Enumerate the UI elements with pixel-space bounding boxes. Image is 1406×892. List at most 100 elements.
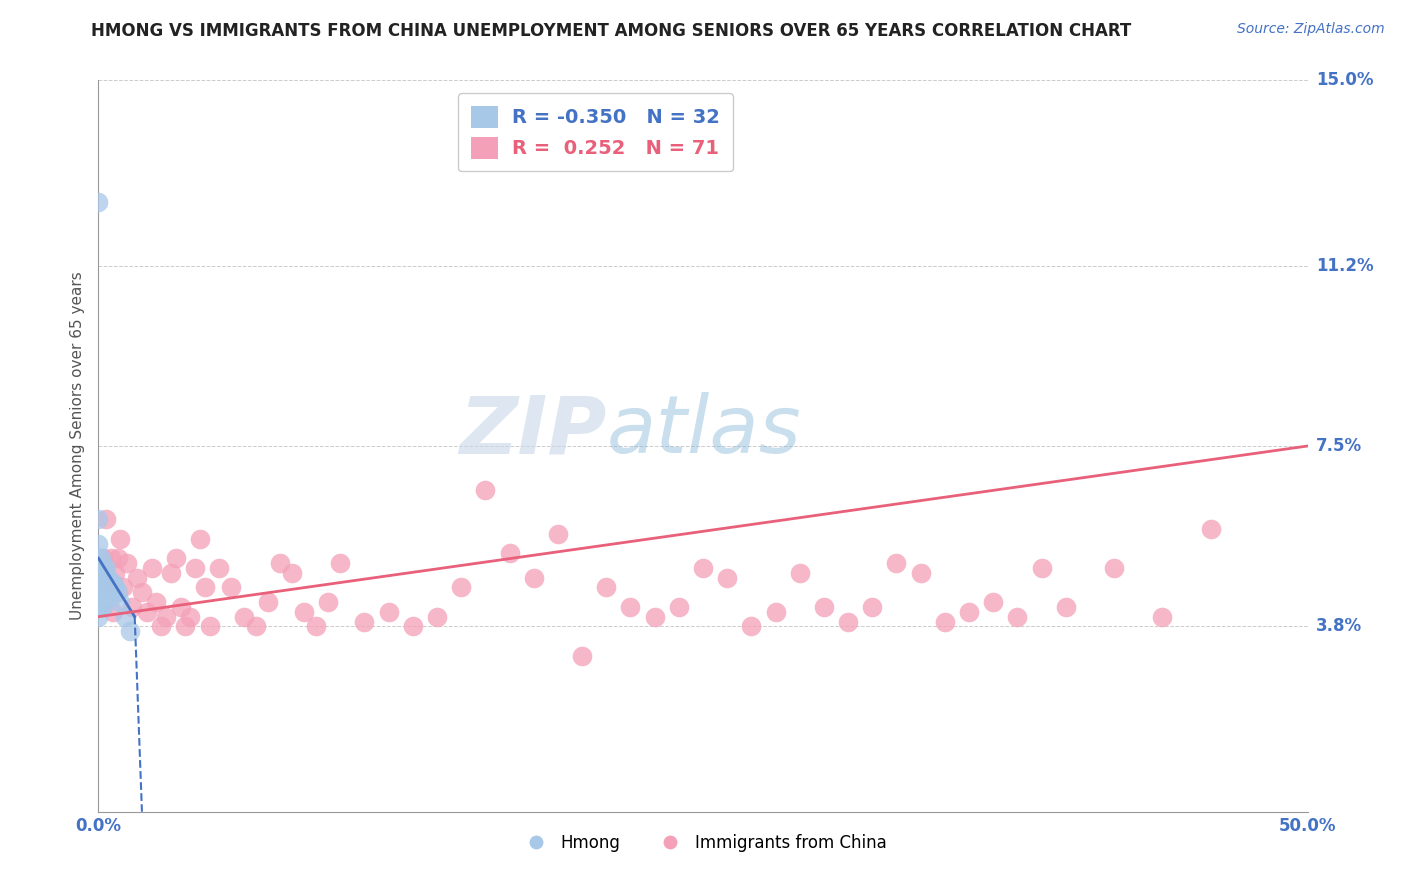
Point: [292, 605, 315, 619]
Point: [789, 566, 811, 580]
Point: [87, 551, 110, 566]
Point: [174, 619, 197, 633]
Point: [426, 609, 449, 624]
Point: [765, 605, 787, 619]
Y-axis label: Unemployment Among Seniors over 65 years: Unemployment Among Seniors over 65 years: [70, 272, 86, 620]
Text: ZIP: ZIP: [458, 392, 606, 470]
Point: [160, 566, 183, 580]
Point: [90, 581, 112, 595]
Point: [740, 619, 762, 633]
Point: [90, 566, 112, 580]
Point: [523, 571, 546, 585]
Point: [256, 595, 278, 609]
Point: [716, 571, 738, 585]
Point: [474, 483, 496, 497]
Point: [1152, 609, 1174, 624]
Point: [353, 615, 375, 629]
Point: [87, 609, 110, 624]
Point: [87, 512, 110, 526]
Point: [245, 619, 267, 633]
Point: [87, 536, 110, 550]
Point: [94, 590, 117, 604]
Point: [104, 566, 127, 580]
Point: [198, 619, 221, 633]
Point: [316, 595, 339, 609]
Point: [169, 599, 191, 614]
Point: [91, 590, 114, 604]
Point: [90, 590, 112, 604]
Point: [87, 599, 110, 614]
Point: [1102, 561, 1125, 575]
Point: [498, 546, 520, 560]
Point: [837, 615, 859, 629]
Point: [91, 551, 114, 566]
Point: [131, 585, 153, 599]
Point: [155, 609, 177, 624]
Point: [269, 556, 291, 570]
Point: [329, 556, 352, 570]
Point: [97, 575, 120, 590]
Point: [87, 195, 110, 210]
Point: [305, 619, 328, 633]
Point: [90, 599, 112, 614]
Point: [860, 599, 883, 614]
Point: [127, 571, 149, 585]
Text: 7.5%: 7.5%: [1316, 437, 1362, 455]
Point: [221, 581, 243, 595]
Point: [450, 581, 472, 595]
Point: [114, 609, 136, 624]
Legend: Hmong, Immigrants from China: Hmong, Immigrants from China: [512, 827, 894, 858]
Point: [644, 609, 666, 624]
Point: [121, 599, 143, 614]
Text: atlas: atlas: [606, 392, 801, 470]
Point: [402, 619, 425, 633]
Point: [101, 575, 124, 590]
Text: Source: ZipAtlas.com: Source: ZipAtlas.com: [1237, 22, 1385, 37]
Point: [87, 590, 110, 604]
Point: [208, 561, 231, 575]
Point: [886, 556, 908, 570]
Point: [547, 526, 569, 541]
Point: [94, 561, 117, 575]
Point: [135, 605, 157, 619]
Point: [692, 561, 714, 575]
Point: [1007, 609, 1029, 624]
Point: [179, 609, 201, 624]
Point: [619, 599, 641, 614]
Point: [141, 561, 163, 575]
Point: [377, 605, 399, 619]
Point: [165, 551, 187, 566]
Point: [87, 571, 110, 585]
Point: [111, 581, 134, 595]
Point: [188, 532, 211, 546]
Point: [184, 561, 207, 575]
Point: [117, 556, 139, 570]
Point: [108, 595, 131, 609]
Point: [100, 551, 122, 566]
Point: [981, 595, 1004, 609]
Point: [107, 585, 129, 599]
Point: [97, 571, 120, 585]
Text: 3.8%: 3.8%: [1316, 617, 1362, 635]
Point: [91, 599, 114, 614]
Text: 11.2%: 11.2%: [1316, 257, 1374, 275]
Point: [1054, 599, 1077, 614]
Point: [87, 581, 110, 595]
Point: [571, 648, 593, 663]
Point: [194, 581, 217, 595]
Point: [100, 590, 122, 604]
Point: [97, 585, 120, 599]
Point: [91, 561, 114, 575]
Point: [281, 566, 304, 580]
Point: [101, 605, 124, 619]
Point: [934, 615, 956, 629]
Point: [94, 512, 117, 526]
Point: [1031, 561, 1053, 575]
Point: [595, 581, 617, 595]
Point: [104, 581, 127, 595]
Point: [813, 599, 835, 614]
Point: [100, 575, 122, 590]
Text: 15.0%: 15.0%: [1316, 71, 1374, 89]
Point: [94, 575, 117, 590]
Point: [118, 624, 141, 639]
